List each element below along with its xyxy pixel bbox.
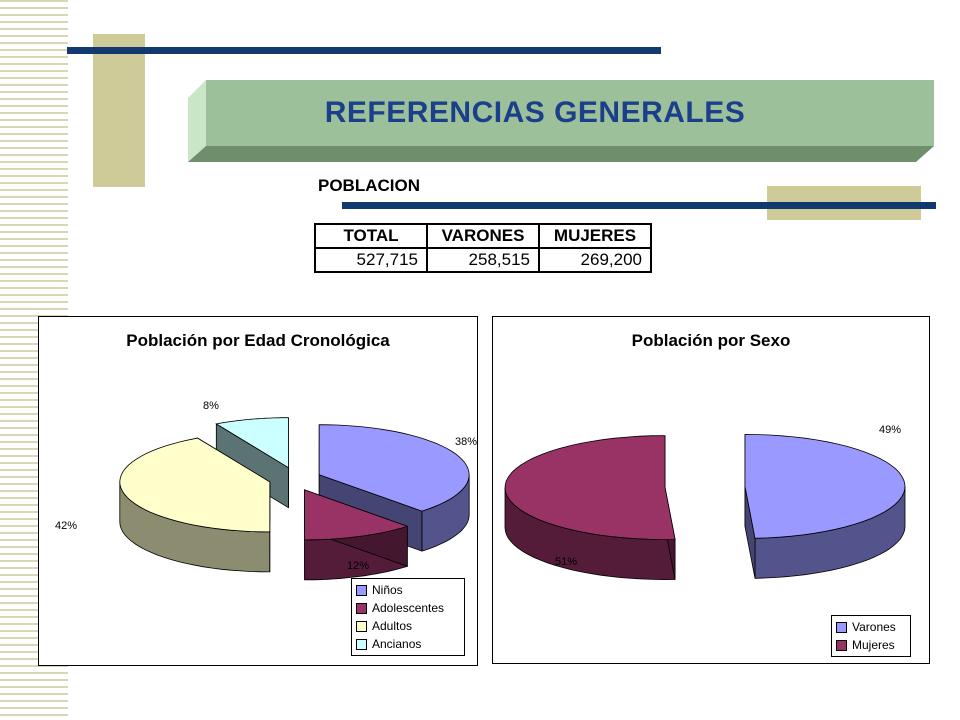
legend-item-ninos: Niños — [356, 581, 460, 599]
legend-label: Adultos — [372, 619, 413, 633]
data-label-adultos: 42% — [55, 520, 77, 532]
table-cell-mujeres: 269,200 — [538, 247, 652, 273]
table-header-total: TOTAL — [314, 223, 428, 249]
legend-sex: Varones Mujeres — [831, 615, 911, 657]
legend-swatch — [356, 584, 367, 596]
navy-decor-line-mid — [342, 202, 936, 209]
pie-slice-adultos — [119, 437, 271, 573]
legend-label: Ancianos — [372, 637, 422, 651]
chart-sex: Población por Sexo 49% 51% Varones Mujeres — [492, 316, 930, 664]
table-header-varones: VARONES — [426, 223, 540, 249]
section-label: POBLACION — [318, 176, 420, 195]
legend-item-adultos: Adultos — [356, 617, 460, 635]
pie-slice-ancianos — [215, 417, 289, 509]
legend-swatch — [356, 638, 367, 650]
table-cell-total: 527,715 — [314, 247, 428, 273]
legend-label: Varones — [852, 620, 896, 634]
table-header-mujeres: MUJERES — [538, 223, 652, 249]
legend-item-mujeres: Mujeres — [836, 636, 906, 654]
table-header-row: TOTAL VARONES MUJERES — [314, 223, 652, 249]
legend-label: Niños — [372, 583, 403, 597]
legend-label: Mujeres — [852, 638, 895, 652]
data-label-varones: 49% — [879, 424, 901, 436]
population-table: TOTAL VARONES MUJERES 527,715 258,515 26… — [314, 223, 652, 273]
legend-item-ancianos: Ancianos — [356, 635, 460, 653]
tan-decor-block-left — [93, 34, 145, 187]
table-row: 527,715 258,515 269,200 — [314, 247, 652, 273]
pie-chart-sex: 49% 51% — [504, 424, 906, 581]
legend-label: Adolescentes — [372, 601, 445, 615]
title-banner — [188, 80, 934, 162]
data-label-adolescentes: 12% — [347, 560, 369, 572]
legend-age: Niños Adolescentes Adultos Ancianos — [351, 578, 465, 656]
navy-decor-line-top — [67, 47, 661, 54]
legend-swatch — [356, 620, 367, 632]
legend-item-varones: Varones — [836, 618, 906, 636]
legend-item-adolescentes: Adolescentes — [356, 599, 460, 617]
table-cell-varones: 258,515 — [426, 247, 540, 273]
legend-swatch — [356, 602, 367, 614]
chart-title: Población por Edad Cronológica — [126, 331, 390, 350]
data-label-ninos: 38% — [455, 436, 477, 448]
chart-age: Población por Edad Cronológica 38% 12% 42%… — [38, 316, 478, 666]
pie-slice-varones — [744, 433, 906, 579]
pie-slice-adolescentes — [304, 489, 409, 581]
legend-swatch — [836, 639, 847, 651]
legend-swatch — [836, 621, 847, 633]
data-label-ancianos: 8% — [203, 400, 219, 412]
pie-chart-age: 38% 12% 42% 8% — [55, 400, 477, 581]
data-label-mujeres: 51% — [555, 556, 577, 568]
pie-slice-mujeres — [504, 435, 676, 581]
chart-title: Población por Sexo — [631, 331, 791, 350]
page-title: REFERENCIAS GENERALES — [324, 96, 746, 129]
